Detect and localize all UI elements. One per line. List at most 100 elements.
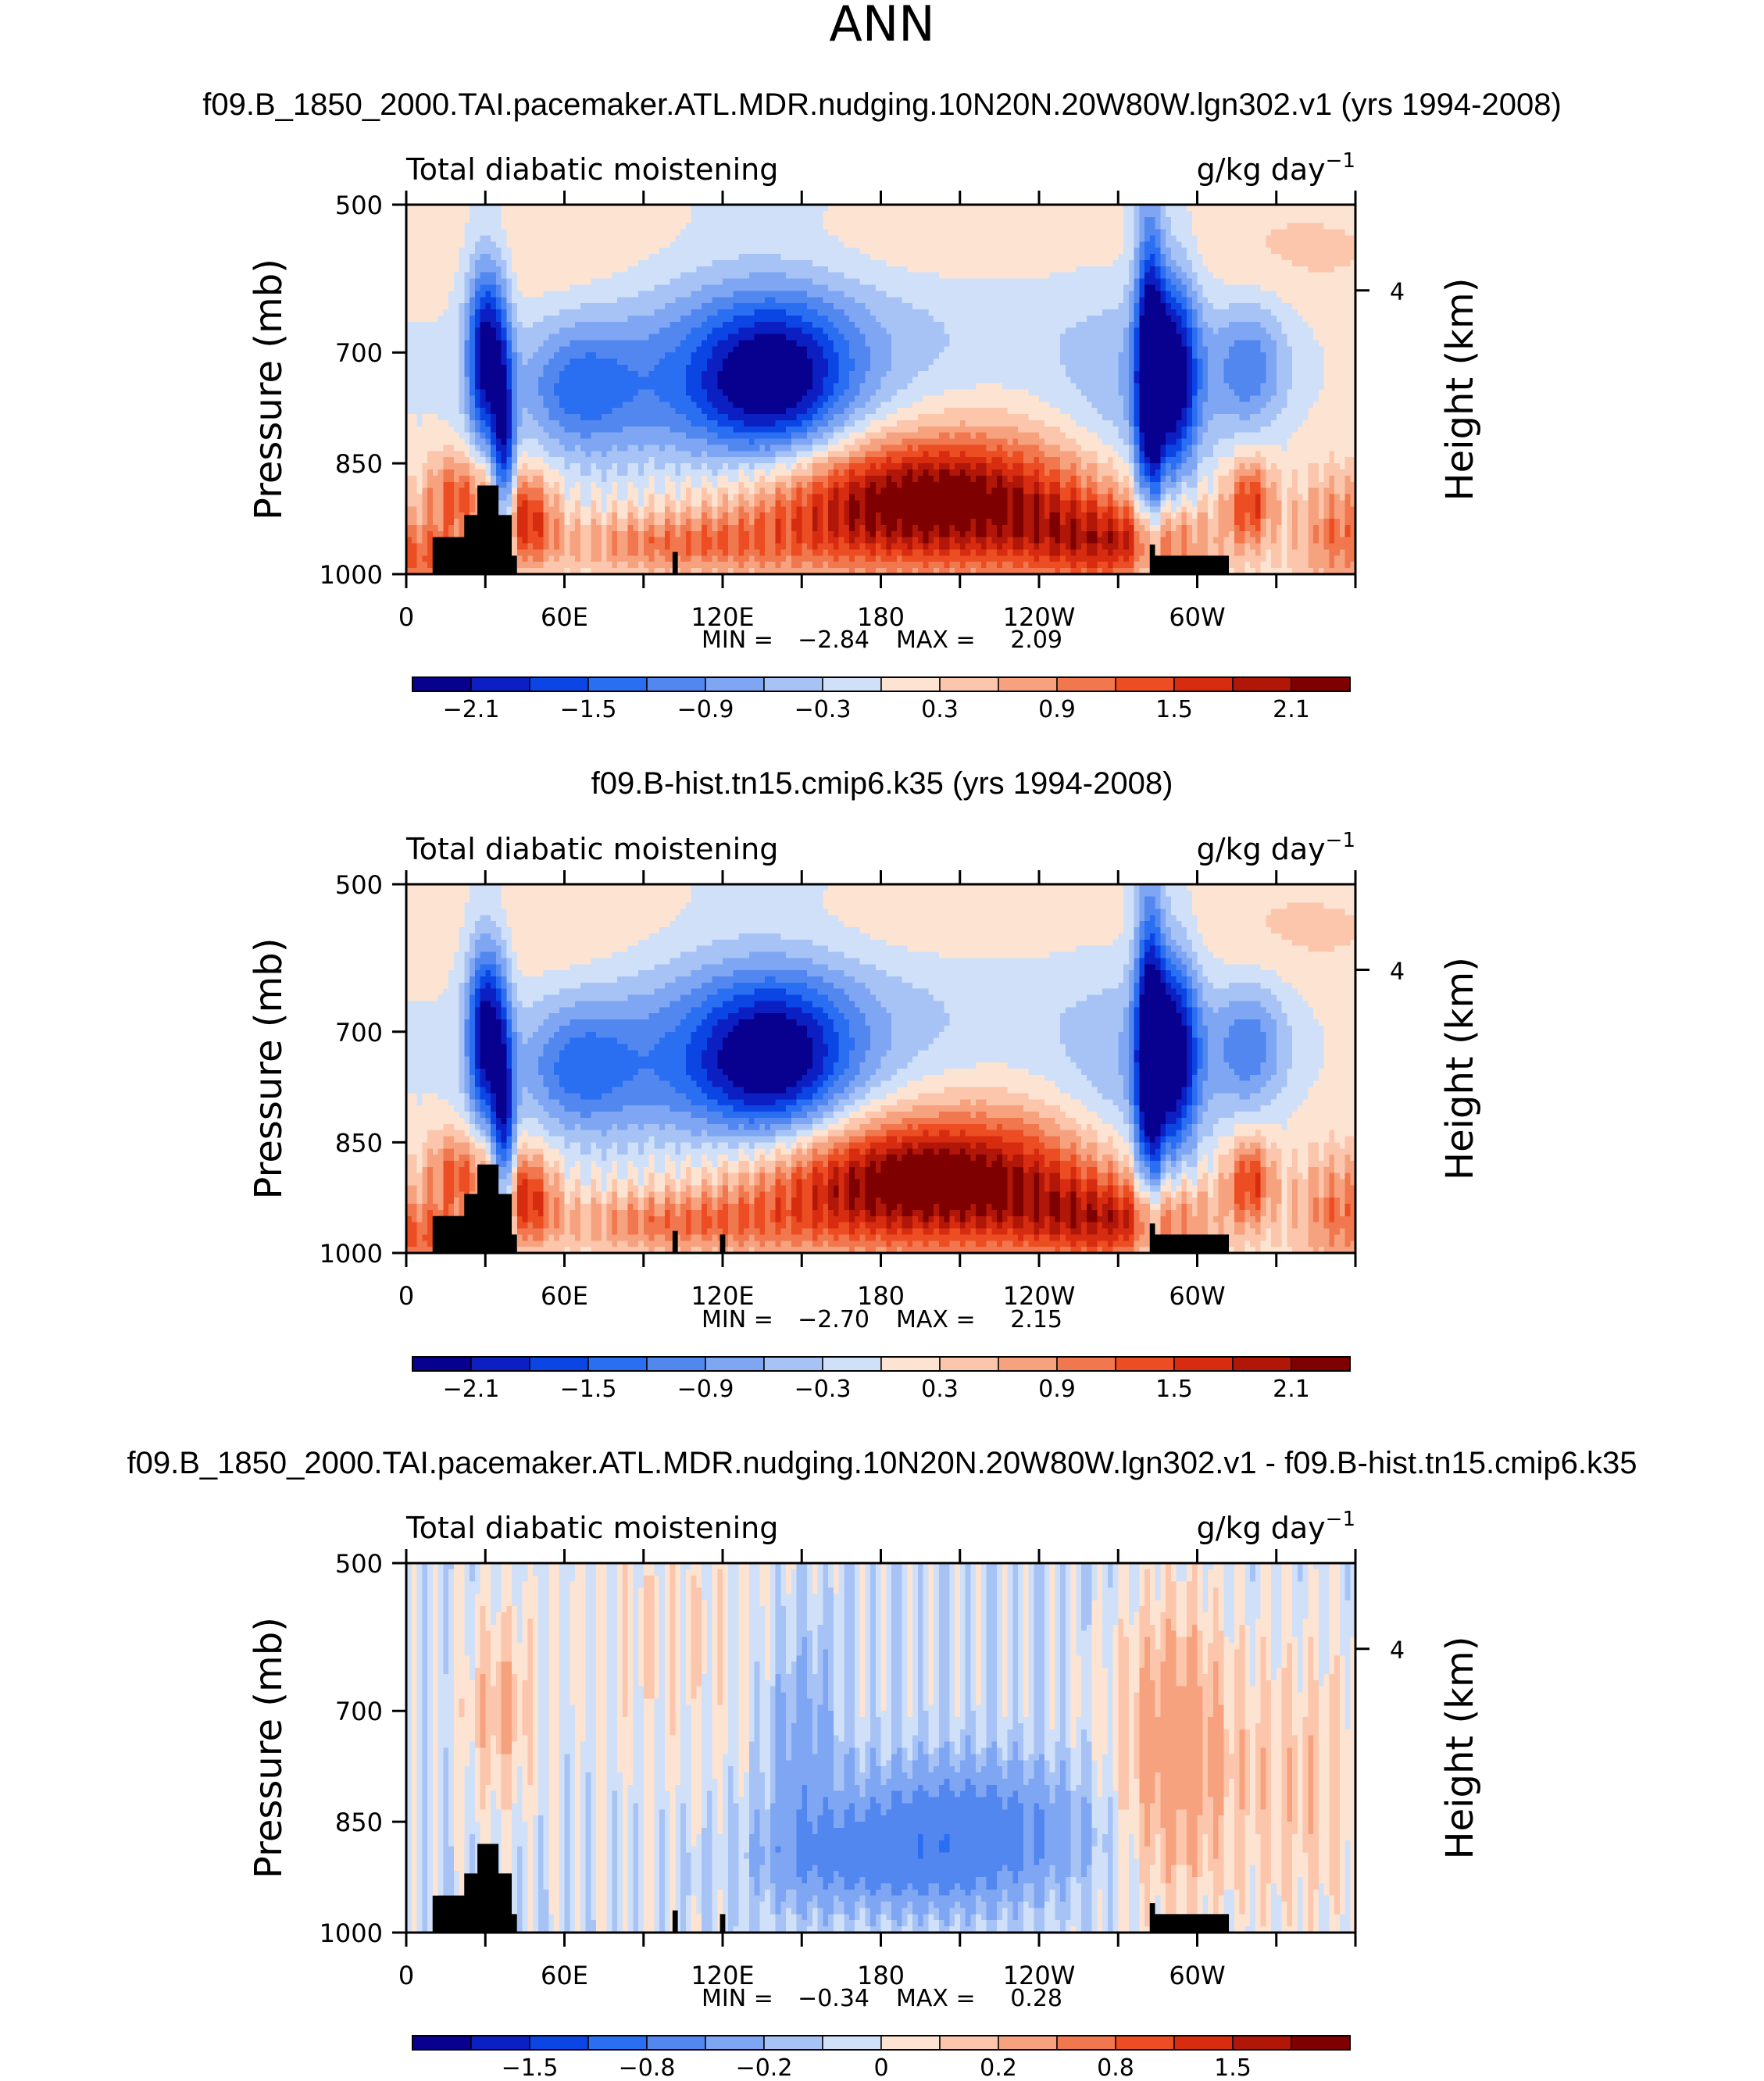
heat-cell [1029, 230, 1034, 236]
heat-cell [538, 235, 544, 241]
heat-cell [412, 230, 417, 236]
heat-cell [1166, 211, 1171, 217]
heat-cell [459, 235, 465, 241]
heat-cell [602, 230, 607, 236]
heat-cell [1308, 223, 1313, 230]
heat-cell [427, 211, 433, 217]
heat-cell [1282, 241, 1287, 248]
heat-cell [839, 230, 845, 236]
heat-cell [1060, 230, 1066, 236]
heat-cell [1181, 235, 1187, 241]
heat-cell [870, 217, 876, 223]
heat-cell [559, 241, 565, 248]
heat-cell [1313, 217, 1319, 223]
heat-cell [686, 230, 691, 236]
heat-cell [717, 217, 723, 223]
heat-cell [1255, 230, 1261, 236]
heat-cell [1071, 235, 1077, 241]
heat-cell [596, 241, 602, 248]
heat-cell [860, 223, 866, 230]
heat-cell [691, 248, 697, 254]
heat-cell [1087, 235, 1092, 241]
heat-cell [1102, 230, 1108, 236]
heat-cell [991, 217, 997, 223]
heat-cell [786, 248, 791, 254]
heat-cell [633, 235, 638, 241]
heat-cell [1092, 217, 1098, 223]
heat-cell [1102, 217, 1108, 223]
heat-cell [680, 211, 686, 217]
heat-cell [1308, 217, 1313, 223]
heat-cell [1329, 223, 1334, 230]
heat-cell [860, 248, 866, 254]
heat-cell [1208, 241, 1213, 248]
heat-cell [734, 223, 739, 230]
heat-cell [1313, 230, 1319, 236]
heat-cell [1313, 223, 1319, 230]
heat-cell [1271, 241, 1277, 248]
heat-cell [1012, 248, 1018, 254]
heat-cell [575, 230, 580, 236]
heat-cell [448, 230, 454, 236]
heat-cell [1066, 211, 1071, 217]
heat-cell [607, 223, 612, 230]
heat-cell [1055, 217, 1060, 223]
heat-cell [1250, 211, 1255, 217]
heat-cell [665, 230, 670, 236]
heat-cell [976, 230, 981, 236]
heat-cell [485, 211, 491, 217]
heat-cell [565, 223, 570, 230]
heat-cell [433, 223, 438, 230]
heat-cell [976, 248, 981, 254]
heat-cell [1345, 211, 1351, 217]
heat-cell [1160, 248, 1166, 254]
heat-cell [902, 241, 908, 248]
heat-cell [527, 248, 533, 254]
heat-cell [723, 248, 728, 254]
heat-cell [770, 217, 776, 223]
heat-cell [770, 211, 776, 217]
heat-cell [1002, 235, 1008, 241]
heat-cell [1160, 223, 1166, 230]
heat-cell [987, 248, 992, 254]
heat-cell [955, 241, 960, 248]
heat-cell [1018, 241, 1023, 248]
heat-cell [823, 248, 828, 254]
heat-cell [1150, 230, 1155, 236]
heat-cell [702, 211, 707, 217]
heat-cell [565, 248, 570, 254]
heat-cell [570, 230, 575, 236]
heat-cell [1060, 235, 1066, 241]
heat-cell [623, 248, 628, 254]
heat-cell [1219, 241, 1224, 248]
heat-cell [912, 248, 918, 254]
heat-cell [738, 241, 744, 248]
heat-cell [1255, 248, 1261, 254]
heat-cell [818, 211, 823, 217]
heat-cell [675, 217, 680, 223]
heat-cell [586, 223, 591, 230]
heat-cell [1166, 230, 1171, 236]
heat-cell [1144, 235, 1150, 241]
heat-cell [1345, 217, 1351, 223]
heat-cell [734, 230, 739, 236]
heat-cell [1340, 223, 1345, 230]
heat-cell [1102, 248, 1108, 254]
heat-cell [1002, 241, 1008, 248]
heat-cell [575, 211, 580, 217]
heat-cell [412, 217, 417, 223]
heat-cell [712, 217, 718, 223]
heat-cell [1039, 235, 1044, 241]
heat-cell [1081, 223, 1087, 230]
heat-cell [970, 217, 976, 223]
heat-cell [944, 211, 950, 217]
heat-cell [412, 223, 417, 230]
heat-cell [870, 230, 876, 236]
heat-cell [475, 223, 480, 230]
heat-cell [1177, 217, 1182, 223]
heat-cell [791, 217, 797, 223]
heat-cell [443, 241, 448, 248]
heat-cell [670, 241, 676, 248]
heat-cell [728, 217, 734, 223]
heat-cell [1277, 241, 1282, 248]
